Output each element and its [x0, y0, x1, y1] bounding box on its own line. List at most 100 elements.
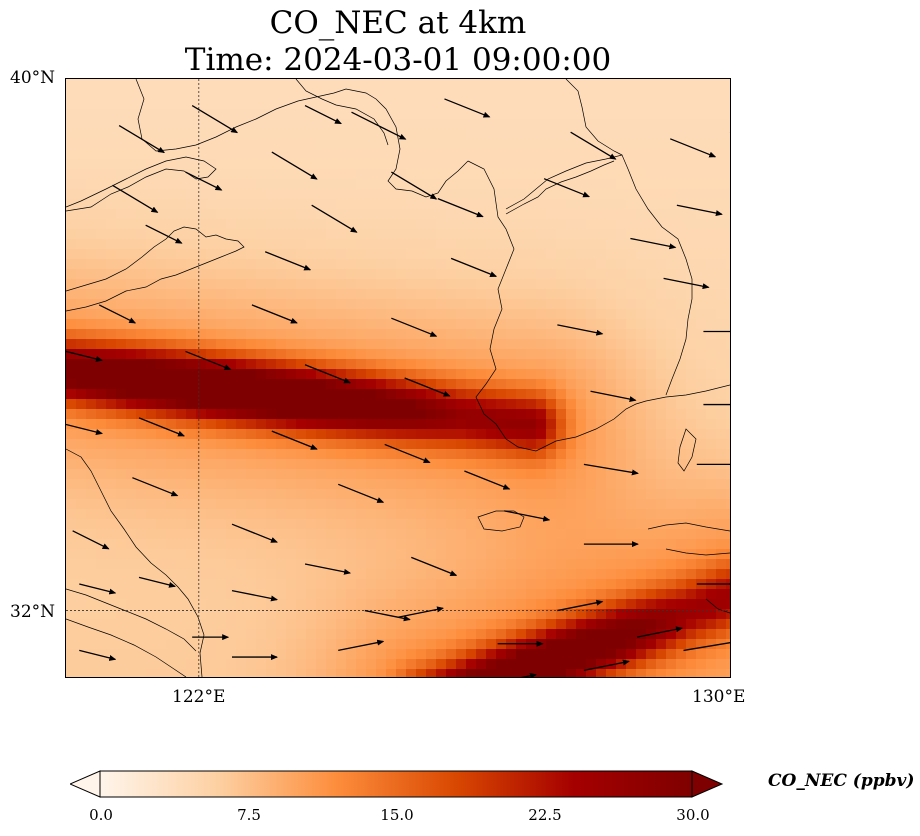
co-cell: [686, 359, 697, 370]
co-cell: [196, 569, 207, 580]
co-cell: [366, 109, 377, 120]
co-cell: [246, 569, 257, 580]
co-cell: [116, 339, 127, 350]
co-cell: [636, 589, 647, 600]
co-cell: [156, 249, 167, 260]
co-cell: [576, 409, 587, 420]
co-cell: [116, 349, 127, 360]
co-cell: [696, 119, 707, 130]
co-cell: [596, 359, 607, 370]
co-cell: [376, 419, 387, 430]
co-cell: [496, 479, 507, 490]
co-cell: [456, 219, 467, 230]
co-cell: [616, 499, 627, 510]
co-cell: [646, 219, 657, 230]
co-cell: [616, 449, 627, 460]
co-cell: [66, 419, 77, 430]
co-cell: [436, 209, 447, 220]
co-cell: [126, 369, 137, 380]
co-cell: [166, 449, 177, 460]
co-cell: [676, 519, 687, 530]
co-cell: [216, 199, 227, 210]
co-cell: [466, 149, 477, 160]
co-cell: [586, 179, 597, 190]
co-cell: [146, 579, 157, 590]
co-cell: [66, 339, 77, 350]
co-cell: [386, 119, 397, 130]
co-cell: [566, 329, 577, 340]
co-cell: [606, 159, 617, 170]
co-cell: [476, 589, 487, 600]
co-cell: [346, 489, 357, 500]
co-cell: [116, 249, 127, 260]
co-cell: [606, 449, 617, 460]
co-cell: [126, 589, 137, 600]
co-cell: [646, 599, 657, 610]
co-cell: [496, 649, 507, 660]
co-cell: [536, 539, 547, 550]
co-cell: [136, 319, 147, 330]
co-cell: [276, 329, 287, 340]
co-cell: [626, 229, 637, 240]
co-cell: [466, 299, 477, 310]
co-cell: [606, 469, 617, 480]
co-cell: [726, 449, 730, 460]
co-cell: [506, 269, 517, 280]
co-cell: [236, 669, 247, 677]
co-cell: [486, 439, 497, 450]
co-cell: [436, 609, 447, 620]
co-cell: [316, 169, 327, 180]
co-cell: [206, 649, 217, 660]
co-cell: [96, 409, 107, 420]
co-cell: [136, 269, 147, 280]
co-cell: [626, 309, 637, 320]
co-cell: [106, 89, 117, 100]
co-cell: [596, 629, 607, 640]
co-cell: [306, 429, 317, 440]
co-cell: [466, 89, 477, 100]
co-cell: [226, 439, 237, 450]
co-cell: [436, 619, 447, 630]
co-cell: [346, 529, 357, 540]
co-cell: [416, 509, 427, 520]
co-cell: [266, 99, 277, 110]
co-cell: [626, 419, 637, 430]
co-cell: [676, 539, 687, 550]
co-cell: [426, 499, 437, 510]
co-cell: [96, 289, 107, 300]
co-cell: [336, 449, 347, 460]
co-cell: [336, 89, 347, 100]
co-cell: [496, 289, 507, 300]
co-cell: [316, 89, 327, 100]
co-cell: [286, 419, 297, 430]
co-cell: [226, 229, 237, 240]
co-cell: [416, 199, 427, 210]
co-cell: [106, 509, 117, 520]
co-cell: [576, 309, 587, 320]
co-cell: [196, 399, 207, 410]
co-cell: [136, 159, 147, 170]
co-cell: [386, 499, 397, 510]
co-cell: [636, 639, 647, 650]
co-cell: [426, 389, 437, 400]
co-cell: [646, 169, 657, 180]
co-cell: [106, 229, 117, 240]
co-cell: [186, 529, 197, 540]
co-cell: [436, 79, 447, 90]
co-cell: [666, 289, 677, 300]
co-cell: [326, 419, 337, 430]
co-cell: [106, 309, 117, 320]
co-cell: [326, 399, 337, 410]
co-cell: [686, 139, 697, 150]
co-cell: [576, 89, 587, 100]
co-cell: [246, 669, 257, 677]
co-cell: [226, 249, 237, 260]
co-cell: [86, 169, 97, 180]
co-cell: [326, 549, 337, 560]
co-cell: [426, 299, 437, 310]
co-cell: [526, 449, 537, 460]
co-cell: [266, 669, 277, 677]
co-cell: [276, 349, 287, 360]
co-cell: [506, 419, 517, 430]
co-cell: [156, 429, 167, 440]
